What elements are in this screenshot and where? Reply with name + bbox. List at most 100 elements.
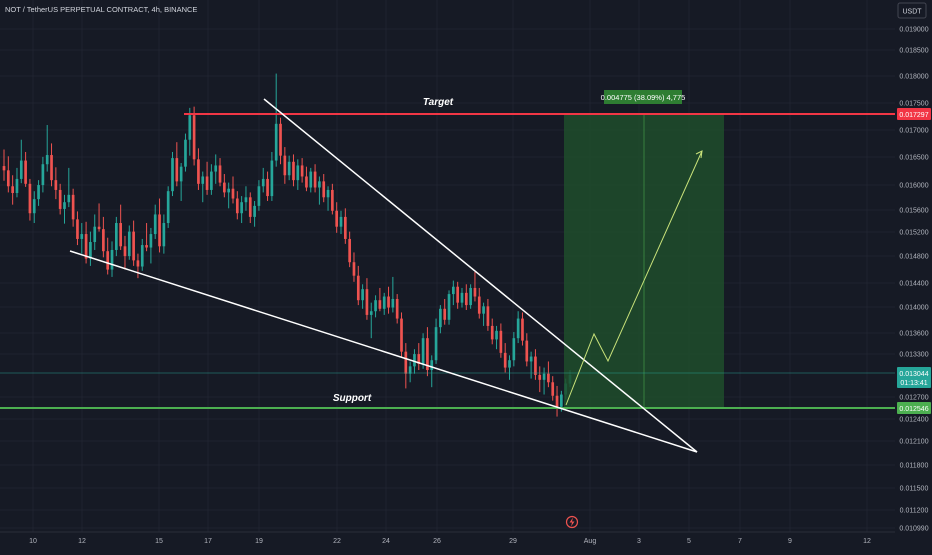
- x-tick-label: 22: [333, 538, 341, 545]
- candle-body: [486, 306, 490, 326]
- wedge-upper-trendline[interactable]: [263, 98, 698, 453]
- price-axis-background: [895, 0, 932, 550]
- candle-body: [201, 176, 205, 184]
- candle-body: [114, 223, 118, 250]
- candle-body: [257, 186, 261, 206]
- x-tick-label: 26: [433, 538, 441, 545]
- price-axis[interactable]: 0.019000 0.018500 0.018000 0.017500 0.017000…: [895, 0, 932, 550]
- candle-body: [76, 219, 79, 239]
- grid: [0, 0, 895, 532]
- candle-body: [89, 242, 92, 259]
- candle-body: [443, 308, 447, 320]
- candle-body: [110, 249, 114, 270]
- y-tick-label: 0.014800: [899, 254, 928, 261]
- y-tick-label: 0.013600: [899, 331, 928, 338]
- candle-body: [218, 165, 222, 183]
- wedge-lower-trendline[interactable]: [69, 250, 698, 453]
- time-axis[interactable]: 10 12 15 17 19 22 24 26 29 Aug 3 5 7 9 12: [0, 531, 895, 545]
- y-tick-label: 0.014400: [899, 281, 928, 288]
- candle-body: [227, 188, 231, 193]
- candle-body: [309, 171, 313, 188]
- x-tick-label: Aug: [584, 538, 597, 545]
- y-tick-label: 0.019000: [899, 27, 928, 34]
- y-tick-label: 0.015600: [899, 208, 928, 215]
- candle-body: [560, 394, 563, 407]
- candle-body: [305, 176, 308, 188]
- x-tick-label: 12: [78, 538, 86, 545]
- y-tick-label: 0.011500: [900, 486, 929, 493]
- candle-body: [158, 214, 161, 247]
- candle-body: [119, 223, 122, 247]
- candle-body: [153, 214, 157, 235]
- support-label: Support: [333, 393, 372, 404]
- candle-body: [248, 197, 252, 217]
- y-tick-label: 0.011200: [900, 508, 929, 515]
- target-price-badge: 0.017297: [899, 112, 928, 119]
- candle-body: [24, 160, 27, 184]
- candle-body: [197, 159, 200, 184]
- candle-body: [11, 186, 14, 194]
- candle-body: [374, 300, 377, 312]
- candle-body: [253, 205, 256, 217]
- candle-body: [188, 115, 192, 140]
- current-price-badge: 0.013044: [899, 371, 928, 378]
- target-price-badge-box: [897, 108, 931, 120]
- candle-body: [283, 155, 287, 176]
- lightning-icon-ring: [565, 515, 579, 529]
- candle-body: [102, 229, 105, 252]
- y-tick-label: 0.012700: [899, 395, 928, 402]
- y-tick-label: 0.016000: [899, 183, 928, 190]
- candle-body: [378, 300, 382, 309]
- candle-body: [179, 166, 183, 182]
- candle-body: [223, 182, 226, 193]
- currency-button-label: USDT: [902, 9, 922, 16]
- y-tick-label: 0.012400: [899, 417, 928, 424]
- candle-body: [270, 160, 274, 197]
- candle-body: [296, 165, 300, 181]
- candle-body: [490, 325, 494, 340]
- projected-path-arrow[interactable]: [565, 150, 703, 406]
- candle-body: [6, 170, 10, 187]
- candle-body: [240, 202, 243, 214]
- candle-body: [555, 395, 559, 407]
- y-tick-label: 0.012100: [899, 439, 928, 446]
- candle-body: [395, 298, 399, 319]
- candle-body: [58, 189, 62, 209]
- candle-body: [71, 194, 75, 220]
- candle-body: [331, 189, 334, 211]
- candle-body: [97, 226, 101, 230]
- candle-body: [41, 164, 45, 186]
- candle-body: [356, 275, 360, 301]
- candle-body: [417, 354, 421, 364]
- candle-body: [352, 262, 356, 276]
- lightning-icon[interactable]: [565, 515, 579, 529]
- support-price-badge: 0.012546: [899, 406, 928, 413]
- candle-body: [413, 354, 416, 367]
- candle-body: [313, 171, 317, 188]
- candle-body: [149, 234, 153, 248]
- candle-body: [145, 245, 148, 248]
- currency-button-box: [897, 2, 927, 19]
- candle-body: [525, 340, 529, 362]
- y-tick-label: 0.011800: [900, 463, 929, 470]
- candle-body: [421, 338, 425, 364]
- y-axis-labels: 0.019000 0.018500 0.018000 0.017500 0.017000…: [899, 27, 928, 533]
- candle-body: [45, 155, 49, 165]
- candle-body: [80, 234, 84, 239]
- candle-body: [279, 123, 282, 156]
- x-axis-labels: 10 12 15 17 19 22 24 26 29 Aug 3 5 7 9 12: [29, 538, 871, 545]
- x-tick-label: 15: [155, 538, 163, 545]
- candle-body: [205, 176, 209, 190]
- candle-body: [175, 158, 179, 182]
- candle-body: [551, 382, 555, 396]
- candle-body: [37, 185, 40, 200]
- candle-body: [499, 330, 503, 353]
- candle-body: [426, 338, 429, 371]
- currency-button[interactable]: USDT: [897, 2, 927, 19]
- candle-body: [387, 296, 390, 308]
- symbol-title: NOT / TetherUS PERPETUAL CONTRACT, 4h, B…: [5, 5, 197, 14]
- candle-body: [136, 260, 140, 267]
- candle-body: [322, 181, 326, 198]
- x-tick-label: 5: [687, 538, 691, 545]
